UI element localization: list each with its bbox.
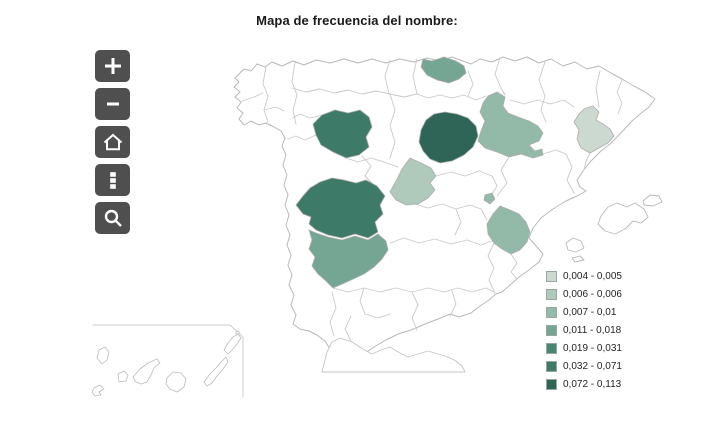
- zoom-in-button[interactable]: [95, 50, 130, 82]
- legend-swatch-3: [546, 307, 557, 318]
- search-button[interactable]: [95, 202, 130, 234]
- africa-coast: [321, 337, 466, 373]
- map-region-west-lower[interactable]: [308, 229, 389, 289]
- map-region-north-coast[interactable]: [420, 56, 467, 84]
- map-region-catalonia-west[interactable]: [573, 105, 615, 154]
- canary-islands: [91, 330, 242, 397]
- legend-swatch-7: [546, 379, 557, 390]
- page-title: Mapa de frecuencia del nombre:: [256, 13, 458, 28]
- legend-swatch-6: [546, 361, 557, 372]
- map-region-north-center-dark[interactable]: [418, 111, 479, 164]
- canary-inset-frame: [92, 324, 244, 398]
- map-region-north-east-mid[interactable]: [477, 91, 544, 159]
- zoom-out-button[interactable]: [95, 88, 130, 120]
- legend-swatch-1: [546, 271, 557, 282]
- legend-row: 0,019 - 0,031: [546, 343, 622, 354]
- legend-swatch-4: [546, 325, 557, 336]
- legend-label-1: 0,004 - 0,005: [563, 271, 622, 282]
- legend-row: 0,007 - 0,01: [546, 307, 622, 318]
- legend-row: 0,032 - 0,071: [546, 361, 622, 372]
- legend-label-7: 0,072 - 0,113: [563, 379, 622, 390]
- legend-row: 0,072 - 0,113: [546, 379, 622, 390]
- reset-view-button[interactable]: [95, 126, 130, 158]
- minus-icon: [106, 102, 119, 106]
- home-icon: [103, 133, 122, 151]
- map-legend: 0,004 - 0,005 0,006 - 0,006 0,007 - 0,01…: [546, 271, 622, 397]
- dots-menu-icon: [109, 172, 116, 189]
- plus-icon: [104, 58, 121, 74]
- legend-label-4: 0,011 - 0,018: [563, 325, 622, 336]
- magnifier-icon: [104, 209, 122, 227]
- map-toolbar: [95, 50, 131, 240]
- map-region-center[interactable]: [389, 157, 437, 206]
- legend-row: 0,011 - 0,018: [546, 325, 622, 336]
- legend-label-6: 0,032 - 0,071: [563, 361, 622, 372]
- legend-label-5: 0,019 - 0,031: [563, 343, 622, 354]
- map-region-east-coast-exclave[interactable]: [483, 192, 496, 205]
- map-region-west-mid[interactable]: [295, 177, 386, 239]
- layers-menu-button[interactable]: [95, 164, 130, 196]
- map-region-east-coast[interactable]: [486, 205, 531, 255]
- map-region-west-upper[interactable]: [312, 109, 373, 159]
- legend-swatch-2: [546, 289, 557, 300]
- province-borders: [241, 57, 623, 342]
- balearic-islands: [565, 194, 663, 263]
- legend-swatch-5: [546, 343, 557, 354]
- legend-label-2: 0,006 - 0,006: [563, 289, 622, 300]
- legend-row: 0,004 - 0,005: [546, 271, 622, 282]
- legend-label-3: 0,007 - 0,01: [563, 307, 617, 318]
- legend-row: 0,006 - 0,006: [546, 289, 622, 300]
